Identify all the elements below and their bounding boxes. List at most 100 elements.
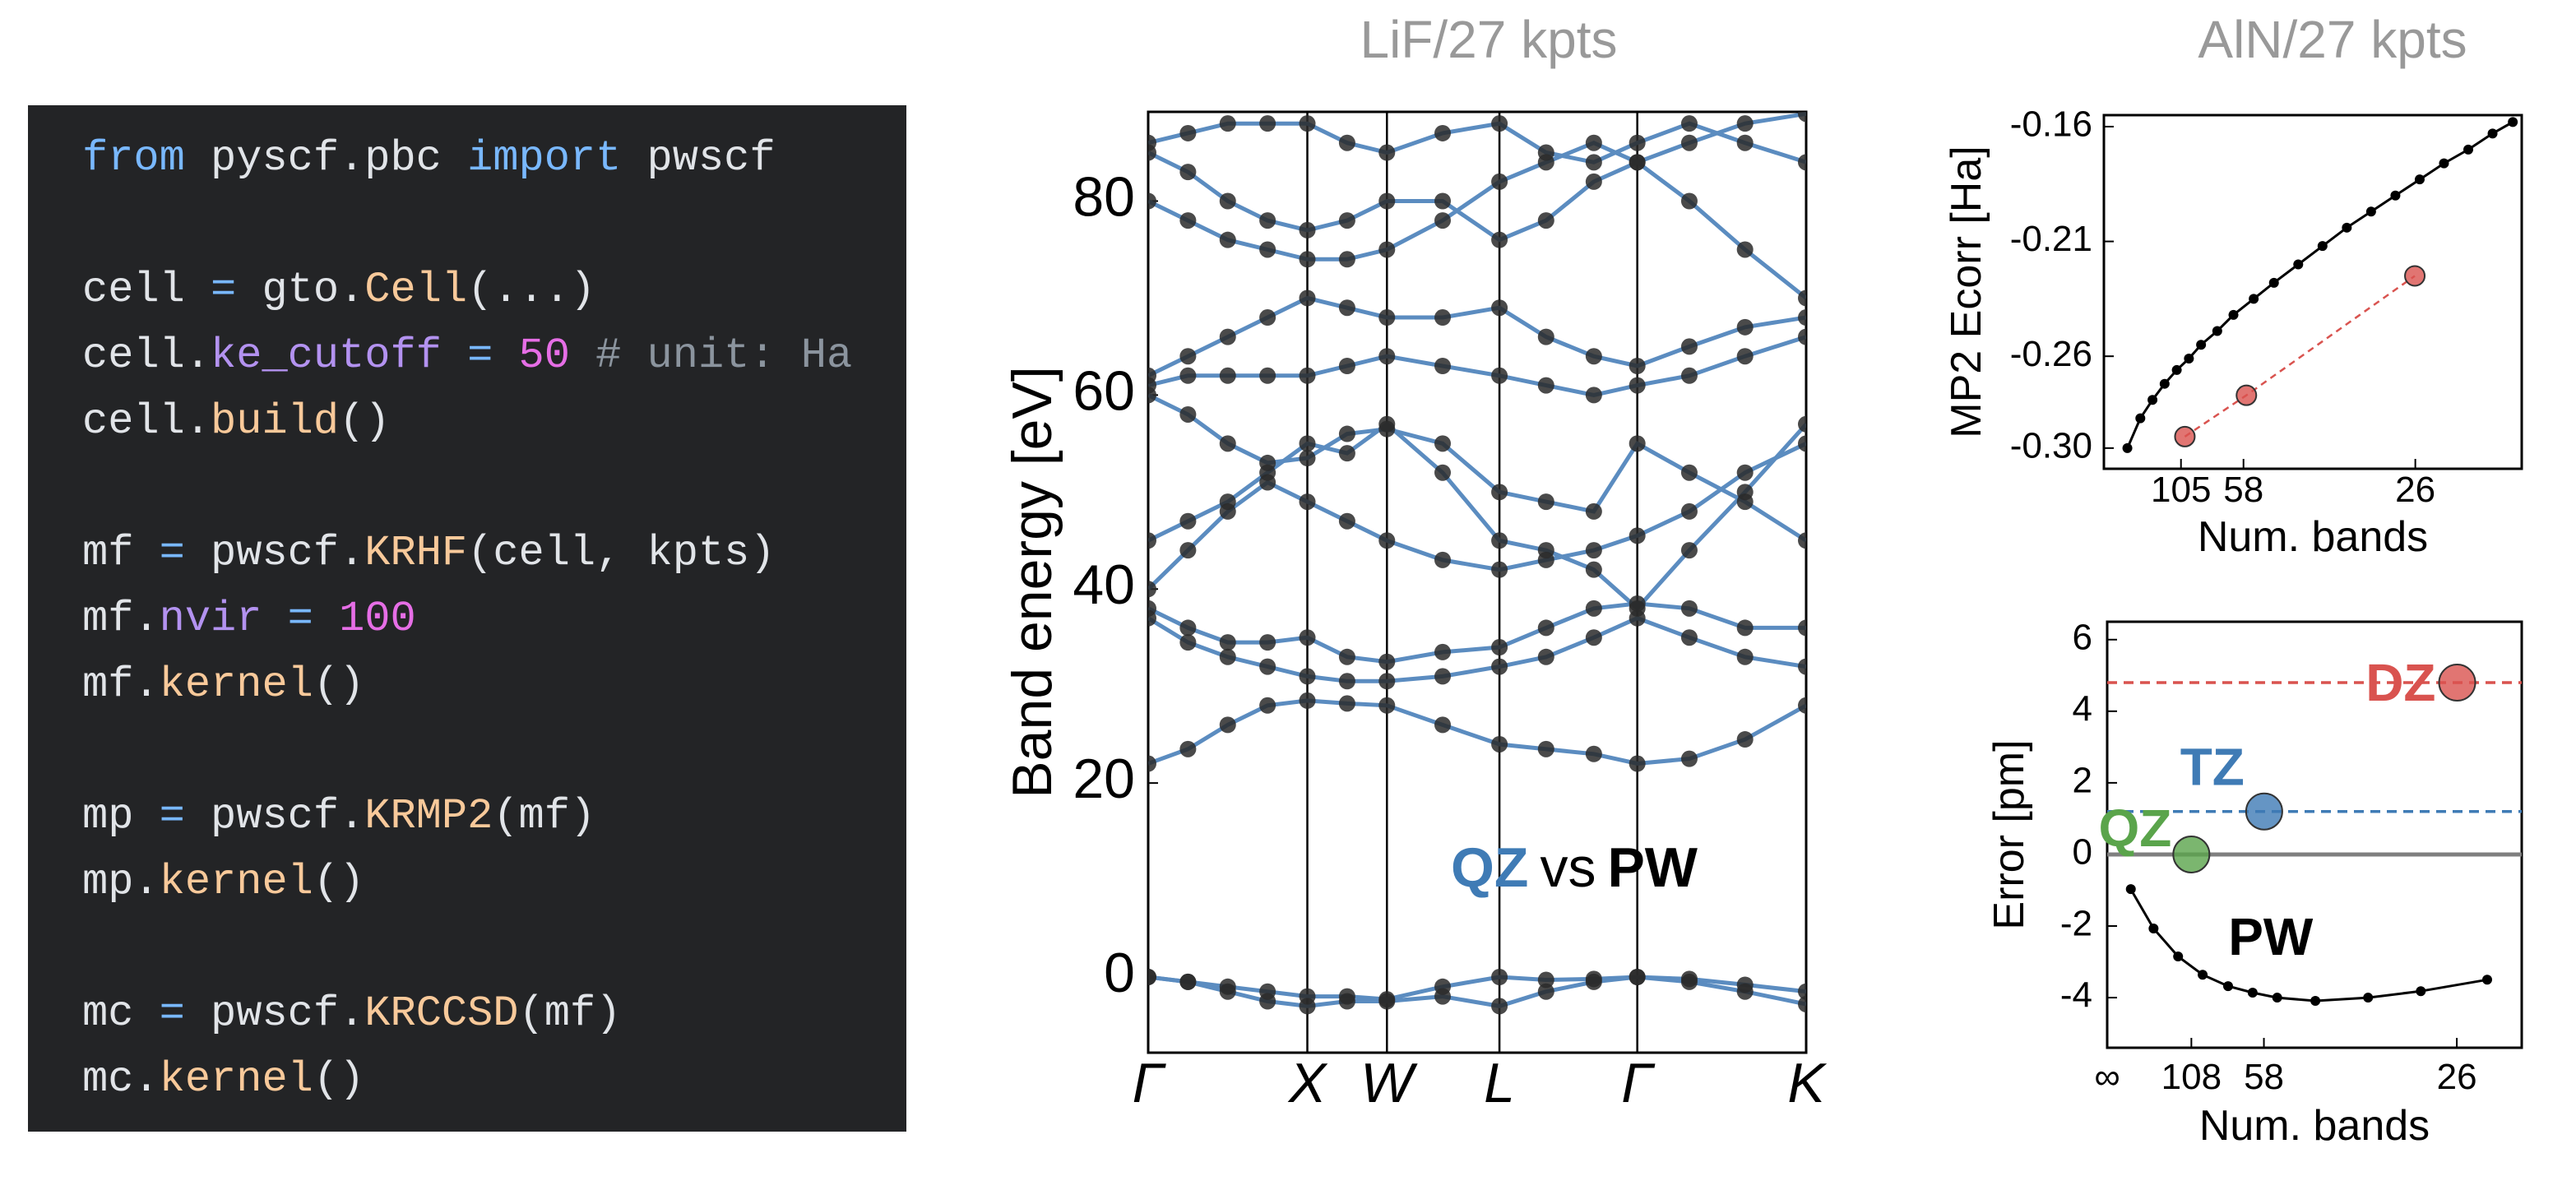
data-point bbox=[2414, 174, 2425, 185]
band-point bbox=[1680, 367, 1698, 384]
band-point bbox=[1299, 367, 1316, 384]
y-tick-label: 2 bbox=[2073, 761, 2092, 801]
data-point bbox=[2365, 206, 2376, 217]
band-point bbox=[1491, 735, 1508, 752]
code-token: pwscf. bbox=[211, 529, 364, 577]
annotation-part: vs bbox=[1540, 836, 1596, 899]
code-token: pwscf. bbox=[211, 989, 364, 1038]
band-point bbox=[1434, 309, 1452, 326]
band-point bbox=[1629, 377, 1646, 394]
code-token: (...) bbox=[467, 266, 595, 314]
band-point bbox=[1378, 192, 1396, 210]
series-label: PW bbox=[2228, 907, 2314, 966]
band-point bbox=[1259, 241, 1276, 258]
code-token: mf. bbox=[82, 660, 160, 709]
band-point bbox=[1736, 115, 1754, 132]
band-point bbox=[1338, 445, 1355, 462]
code-token: kernel bbox=[160, 1055, 313, 1104]
band-point bbox=[1148, 367, 1156, 384]
band-point bbox=[1680, 973, 1698, 990]
band-point bbox=[1629, 600, 1646, 617]
band-point bbox=[1299, 692, 1316, 709]
data-point bbox=[2125, 884, 2136, 895]
band-point bbox=[1299, 998, 1316, 1015]
band-point bbox=[1179, 405, 1197, 423]
band-point bbox=[1219, 231, 1236, 248]
data-point bbox=[2363, 993, 2374, 1003]
band-point bbox=[1585, 600, 1602, 617]
data-point bbox=[2463, 144, 2474, 155]
band-point bbox=[1680, 542, 1698, 559]
y-axis-label: Band energy [eV] bbox=[1001, 366, 1063, 798]
band-point bbox=[1798, 112, 1806, 123]
data-point bbox=[2268, 277, 2279, 288]
band-point bbox=[1629, 154, 1646, 171]
band-point bbox=[1179, 348, 1197, 365]
band-point bbox=[1148, 600, 1156, 617]
code-line: mc.kernel() bbox=[82, 1055, 364, 1104]
band-point bbox=[1491, 658, 1508, 675]
data-point bbox=[2390, 190, 2401, 201]
annotation-part: QZ bbox=[1451, 836, 1528, 899]
band-point bbox=[1680, 338, 1698, 355]
band-point bbox=[1585, 154, 1602, 171]
band-point bbox=[1148, 755, 1156, 772]
band-point bbox=[1736, 493, 1754, 511]
x-tick-label: 58 bbox=[2223, 470, 2263, 510]
band-point bbox=[1219, 716, 1236, 734]
data-point bbox=[2171, 364, 2182, 375]
band-point bbox=[1798, 996, 1806, 1013]
code-line: mf.nvir = 100 bbox=[82, 595, 416, 643]
band-point bbox=[1259, 658, 1276, 675]
band-point bbox=[1798, 154, 1806, 171]
band-point bbox=[1491, 969, 1508, 986]
x-tick-label: K bbox=[1787, 1052, 1827, 1114]
code-line: cell = gto.Cell(...) bbox=[82, 266, 595, 314]
code-token: () bbox=[313, 858, 364, 906]
band-point bbox=[1537, 971, 1554, 989]
band-point bbox=[1299, 629, 1316, 646]
band-point bbox=[1219, 493, 1236, 511]
series-label: QZ bbox=[2098, 799, 2171, 858]
data-point bbox=[2487, 128, 2498, 139]
code-token: mc. bbox=[82, 1055, 160, 1104]
band-point bbox=[1179, 973, 1197, 990]
band-point bbox=[1219, 367, 1236, 384]
band-point bbox=[1680, 192, 1698, 210]
band-point bbox=[1537, 619, 1554, 637]
data-point bbox=[2482, 975, 2492, 985]
y-tick-label: -0.16 bbox=[2010, 104, 2092, 145]
code-token: cell. bbox=[82, 331, 211, 380]
data-point bbox=[2159, 378, 2170, 389]
band-point bbox=[1338, 251, 1355, 268]
y-tick-label: 4 bbox=[2073, 688, 2092, 729]
band-point bbox=[1537, 493, 1554, 511]
series-line bbox=[2184, 275, 2416, 438]
band-point bbox=[1179, 212, 1197, 229]
data-point bbox=[2122, 442, 2133, 453]
band-point bbox=[1219, 115, 1236, 132]
y-tick-label: 0 bbox=[1104, 942, 1135, 1004]
band-point bbox=[1338, 993, 1355, 1010]
y-tick-label: 6 bbox=[2073, 617, 2092, 657]
band-point bbox=[1378, 309, 1396, 326]
band-point bbox=[1736, 241, 1754, 258]
band-point bbox=[1434, 124, 1452, 141]
data-point bbox=[2212, 326, 2222, 336]
band-point bbox=[1629, 527, 1646, 544]
data-point bbox=[2508, 117, 2518, 127]
code-token: mp. bbox=[82, 858, 160, 906]
code-token: Cell bbox=[364, 266, 467, 314]
code-token: 50 bbox=[519, 331, 570, 380]
band-point bbox=[1585, 134, 1602, 151]
band-point bbox=[1798, 415, 1806, 433]
band-point bbox=[1299, 493, 1316, 511]
series-line bbox=[2126, 121, 2513, 449]
band-point bbox=[1299, 450, 1316, 467]
x-axis-label: Num. bands bbox=[2198, 513, 2428, 561]
band-point bbox=[1378, 673, 1396, 690]
y-tick-label: 0 bbox=[2073, 832, 2092, 873]
code-token: nvir bbox=[160, 595, 262, 643]
code-line: cell.ke_cutoff = 50 # unit: Ha bbox=[82, 331, 852, 380]
